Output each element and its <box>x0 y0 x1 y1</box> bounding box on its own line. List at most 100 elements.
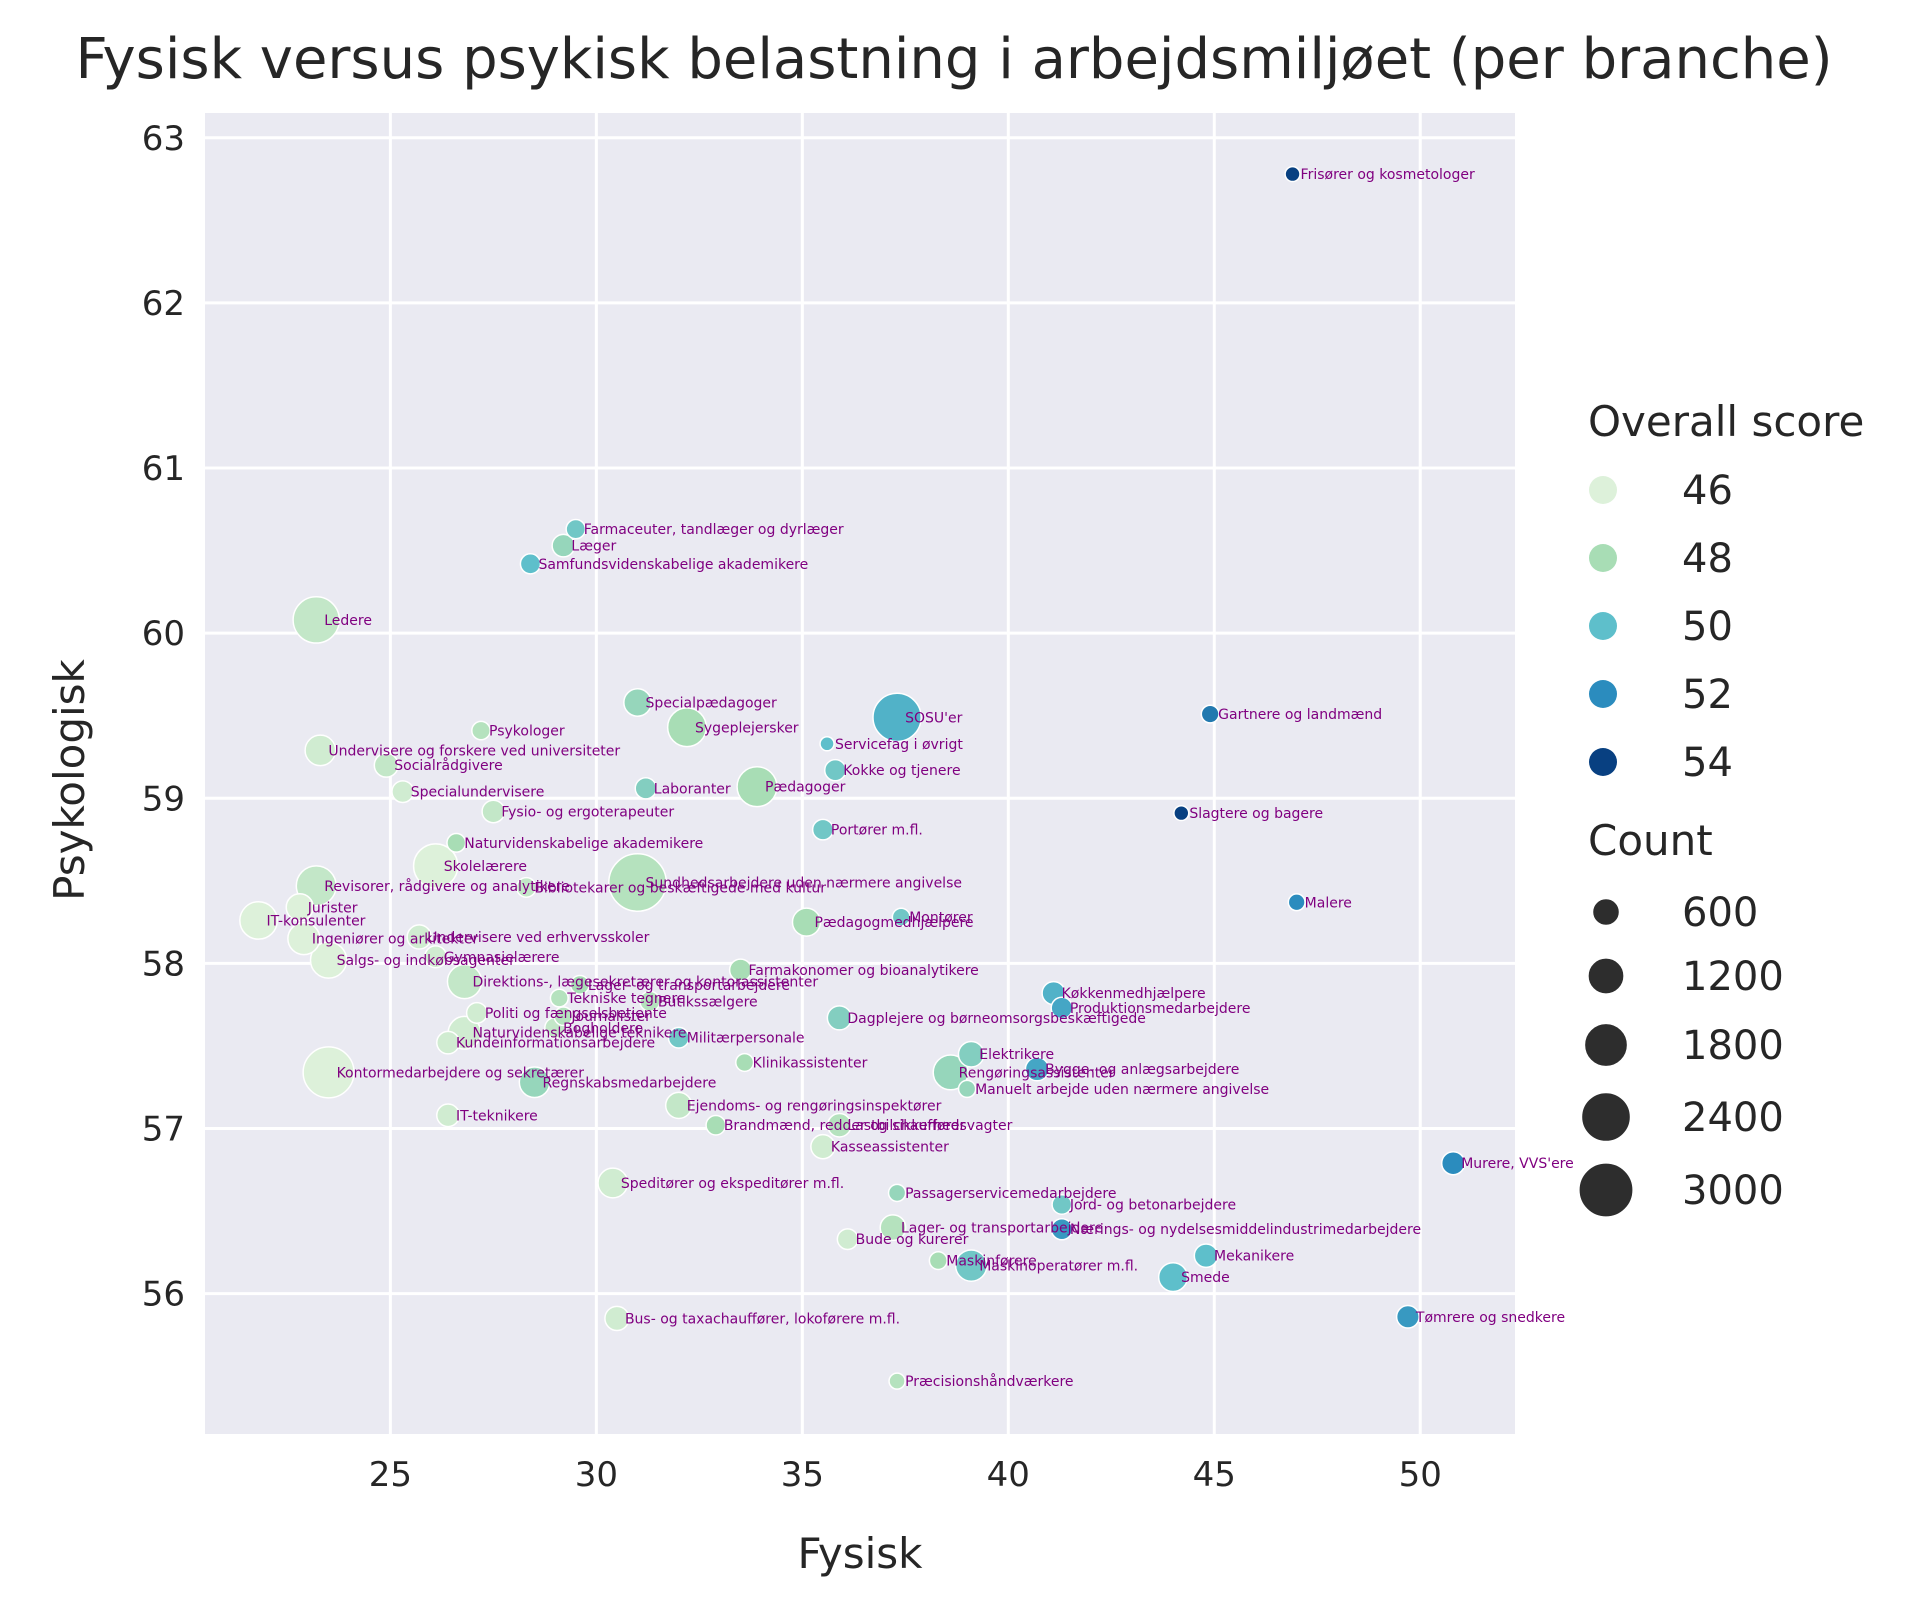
data-label: Samfundsvidenskabelige akademikere <box>538 557 808 573</box>
data-label: Socialrådgivere <box>394 757 502 774</box>
legend-hue-marker <box>1589 476 1617 504</box>
data-label: Politi og fængselsbetjente <box>485 1006 667 1022</box>
data-point <box>465 1001 488 1024</box>
data-label: Farmaceuter, tandlæger og dyrlæger <box>584 522 844 538</box>
data-label: Pædagogmedhjælpere <box>814 915 973 931</box>
legend-hue-label: 46 <box>1682 468 1733 514</box>
data-label: Klinikassistenter <box>753 1055 868 1071</box>
data-point <box>623 688 653 717</box>
data-label: Slagtere og bagere <box>1189 806 1323 822</box>
data-label: SOSU'er <box>905 710 963 726</box>
y-tick-label: 61 <box>142 449 185 489</box>
legend-size-marker <box>1580 1091 1632 1143</box>
data-point <box>565 518 587 540</box>
data-point <box>373 752 399 778</box>
data-label: Passagerservicemedarbejdere <box>905 1186 1116 1202</box>
data-point <box>957 1079 977 1099</box>
data-label: Manuelt arbejde uden nærmere angivelse <box>975 1082 1269 1098</box>
data-point <box>551 533 576 558</box>
data-point <box>634 777 658 800</box>
data-point <box>664 1091 693 1120</box>
data-point <box>891 907 911 927</box>
data-point <box>836 1228 859 1251</box>
data-point <box>1440 1150 1466 1176</box>
data-point <box>888 1372 906 1390</box>
data-label: Sundhedsarbejdere uden nærmere angivelse <box>646 875 962 891</box>
data-point <box>1051 1193 1073 1215</box>
data-point <box>569 974 590 995</box>
data-label: Jord- og betonarbejdere <box>1069 1197 1236 1213</box>
data-label: Salgs- og indkøbsagenter <box>337 953 515 969</box>
data-label: Naturvidenskabelige akademikere <box>464 836 703 852</box>
legend-size-label: 3000 <box>1682 1168 1784 1214</box>
data-point <box>1173 804 1190 822</box>
data-point <box>471 720 491 741</box>
data-label: Revisorer, rådgivere og analytikere <box>324 878 570 895</box>
data-point <box>1193 1243 1219 1269</box>
data-point <box>424 945 448 969</box>
data-label: Bus- og taxachauffører, lokoførere m.fl. <box>625 1311 900 1327</box>
data-label: Laboranter <box>654 781 731 797</box>
grid <box>205 113 1515 1434</box>
legend-size-marker <box>1587 957 1625 995</box>
data-label: Ejendoms- og rengøringsinspektører <box>687 1098 942 1114</box>
y-tick-label: 58 <box>142 944 185 984</box>
data-point <box>736 766 778 808</box>
data-label: Speditører og ekspeditører m.fl. <box>621 1176 844 1192</box>
data-label: Undervisere ved erhvervsskoler <box>427 930 649 946</box>
data-label: Sygeplejersker <box>695 720 799 736</box>
data-label: Fysio- og ergoterapeuter <box>501 804 674 820</box>
data-point <box>292 596 341 644</box>
data-point <box>412 843 459 889</box>
data-label: Frisører og kosmetologer <box>1301 167 1475 183</box>
x-tick-label: 50 <box>1399 1455 1442 1495</box>
data-label: Montører <box>909 910 973 926</box>
data-point <box>735 1052 755 1073</box>
data-point <box>304 734 337 767</box>
data-label: Brandmænd, redder og sikkerhedsvagter <box>724 1118 1013 1134</box>
data-point <box>597 1167 629 1199</box>
x-tick-label: 25 <box>369 1455 412 1495</box>
data-point <box>287 921 321 956</box>
legend-size-marker <box>1578 1162 1634 1218</box>
data-point <box>239 900 279 940</box>
data-point <box>826 1005 853 1031</box>
data-point <box>518 1066 551 1099</box>
data-label: Tømrere og snedkere <box>1415 1310 1565 1326</box>
data-label: Pædagoger <box>765 780 846 796</box>
data-point <box>810 1133 836 1160</box>
y-tick-labels: 56 57 58 59 60 61 62 63 <box>142 119 185 1315</box>
x-tick-label: 45 <box>1193 1455 1236 1495</box>
data-label: Lastbilchauffører <box>847 1118 965 1134</box>
y-tick-label: 60 <box>142 614 185 654</box>
data-point <box>391 780 415 804</box>
y-tick-label: 56 <box>142 1275 185 1315</box>
data-point <box>1284 165 1301 183</box>
y-tick-label: 62 <box>142 284 185 324</box>
data-point <box>819 736 835 752</box>
data-label: IT-konsulenter <box>267 913 366 929</box>
data-point <box>302 1046 355 1099</box>
data-point <box>928 1251 948 1271</box>
data-label: Servicefag i øvrigt <box>835 737 963 753</box>
data-label: Bogholdere <box>563 1021 643 1037</box>
data-labels: Frisører og kosmetologer Farmaceuter, tan… <box>267 167 1574 1390</box>
data-point <box>549 988 569 1008</box>
data-label: Specialundervisere <box>411 785 545 801</box>
chart-title: Fysisk versus psykisk belastning i arbej… <box>75 27 1832 92</box>
data-label: Ledere <box>324 613 372 629</box>
legend-hue-label: 52 <box>1682 672 1733 718</box>
data-label: Journalister <box>570 1009 651 1025</box>
data-point <box>1287 893 1306 912</box>
data-points <box>239 165 1466 1390</box>
x-tick-label: 30 <box>575 1455 618 1495</box>
data-point <box>608 852 668 912</box>
legend-hue-title: Overall score <box>1588 397 1864 446</box>
legend-hue-label: 50 <box>1682 604 1733 650</box>
legend-size-marker <box>1591 897 1621 927</box>
data-label: Kokke og tjenere <box>843 763 960 779</box>
data-label: Skolelærere <box>444 859 527 875</box>
legend-hue-marker <box>1589 544 1617 572</box>
data-point <box>811 818 834 841</box>
data-point <box>826 1112 852 1138</box>
